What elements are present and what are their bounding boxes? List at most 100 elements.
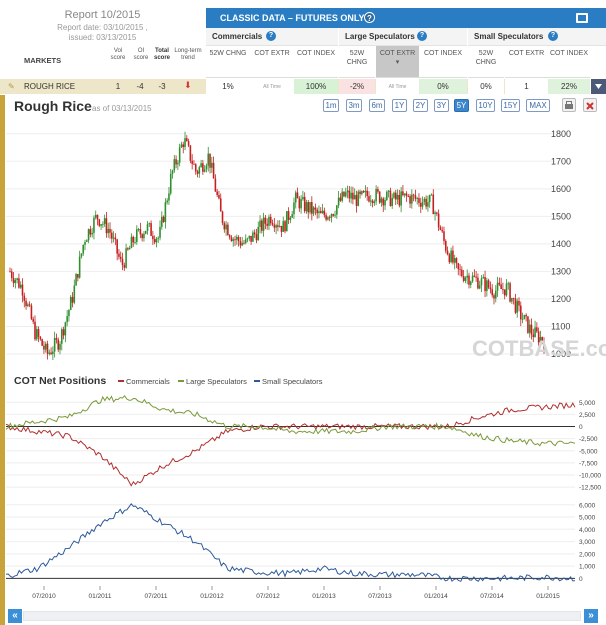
upper-tick-label: 0 [579, 424, 583, 431]
price-candle [286, 211, 288, 232]
price-candle [169, 173, 172, 194]
price-candle [432, 194, 435, 215]
price-candle [289, 217, 292, 220]
price-candle [294, 192, 297, 203]
help-icon[interactable]: ? [417, 31, 427, 41]
scroll-right-button[interactable]: » [584, 609, 598, 623]
price-candle [196, 171, 199, 174]
price-candle [75, 274, 77, 286]
price-candle [344, 192, 347, 197]
upper-tick-label: 5,000 [579, 400, 596, 407]
range-3y-button[interactable]: 3Y [434, 99, 449, 112]
price-candle [53, 338, 56, 352]
price-candle [496, 282, 499, 291]
price-tick-label: 1500 [551, 211, 571, 221]
price-candle [100, 224, 102, 226]
price-candle [150, 223, 152, 236]
price-candle [186, 138, 188, 142]
scroll-left-button[interactable]: « [8, 609, 22, 623]
col-cot-index[interactable]: COT INDEX [294, 46, 338, 78]
group-large-speculators: Large Speculators ? [339, 28, 467, 46]
market-row-rough-rice[interactable]: ✎ ROUGH RICE 1 -4 -3 ⬇ 1% All Time 100% … [0, 79, 590, 94]
price-candle [421, 202, 424, 207]
price-candle [171, 170, 174, 174]
price-candle [353, 195, 356, 200]
range-15y-button[interactable]: 15Y [501, 99, 520, 112]
col-cot-index[interactable]: COT INDEX [419, 46, 467, 78]
price-candle [191, 160, 193, 164]
price-candle [255, 234, 258, 241]
price-candle [307, 202, 310, 213]
price-candle [453, 258, 456, 263]
scrollbar-track[interactable] [23, 611, 581, 621]
trend-down-icon: ⬇ [184, 80, 192, 90]
price-candle [250, 235, 252, 242]
price-candle [187, 141, 190, 146]
col-cot-extr-selected[interactable]: COT EXTR ▾ [376, 46, 419, 78]
close-chart-icon[interactable] [583, 98, 597, 112]
price-candle [130, 236, 133, 248]
price-candle [325, 215, 327, 220]
lower-tick-label: 4,000 [579, 527, 596, 534]
price-candle [239, 241, 242, 246]
price-candle [357, 191, 360, 206]
price-candle [319, 211, 322, 214]
print-icon[interactable] [576, 13, 588, 23]
price-candle [521, 319, 524, 320]
price-candle [152, 235, 154, 240]
price-candle [134, 242, 136, 243]
expand-icon[interactable]: ✎ [8, 82, 15, 91]
range-2y-button[interactable]: 2Y [413, 99, 428, 112]
price-candle [112, 237, 115, 239]
price-candle [387, 190, 390, 192]
col-cot-extr[interactable]: COT EXTR [505, 46, 548, 78]
price-candle [241, 242, 243, 246]
commercials-line [5, 402, 576, 487]
col-cot-index[interactable]: COT INDEX [548, 46, 590, 78]
price-candle [9, 271, 11, 273]
price-candle [539, 337, 542, 343]
range-10y-button[interactable]: 10Y [476, 99, 495, 112]
price-candle [323, 210, 326, 216]
price-candle [316, 209, 318, 214]
total-score-header: Total score [153, 48, 170, 61]
col-52w-chng[interactable]: 52W CHNG [468, 46, 504, 78]
help-icon[interactable]: ? [266, 31, 276, 41]
price-candle [123, 265, 126, 268]
price-candle [48, 352, 51, 354]
col-52w-chng[interactable]: 52W CHNG [339, 46, 375, 78]
small-extr: 1 [524, 82, 529, 91]
price-candle [193, 163, 195, 165]
price-candle [461, 269, 463, 276]
price-candle [336, 205, 338, 215]
market-name[interactable]: ROUGH RICE [24, 82, 76, 91]
lower-tick-label: 2,000 [579, 551, 596, 558]
price-candle [144, 230, 147, 234]
range-6m-button[interactable]: 6m [369, 99, 385, 112]
price-candle [466, 275, 469, 278]
range-3m-button[interactable]: 3m [346, 99, 362, 112]
price-candle [402, 191, 404, 196]
range-max-button[interactable]: MAX [526, 99, 550, 112]
help-icon[interactable]: ? [364, 12, 375, 23]
panel-title: CLASSIC DATA – FUTURES ONLY [220, 13, 365, 23]
price-candle [59, 343, 61, 350]
price-candle [446, 250, 449, 255]
price-candle [87, 229, 90, 241]
price-candle [332, 214, 335, 216]
price-candle [166, 200, 168, 203]
range-1m-button[interactable]: 1m [323, 99, 339, 112]
price-candle [259, 220, 261, 227]
price-candle [309, 201, 311, 213]
range-5y-button[interactable]: 5Y [454, 99, 469, 112]
print-chart-icon[interactable] [562, 98, 576, 112]
col-52w-chng[interactable]: 52W CHNG [206, 46, 250, 78]
upper-tick-label: -7,500 [579, 460, 598, 467]
price-tick-label: 1800 [551, 129, 571, 139]
price-candle [139, 229, 142, 235]
range-1y-button[interactable]: 1Y [392, 99, 407, 112]
col-cot-extr[interactable]: COT EXTR [250, 46, 294, 78]
collapse-arrow-icon[interactable] [591, 79, 606, 94]
help-icon[interactable]: ? [548, 31, 558, 41]
